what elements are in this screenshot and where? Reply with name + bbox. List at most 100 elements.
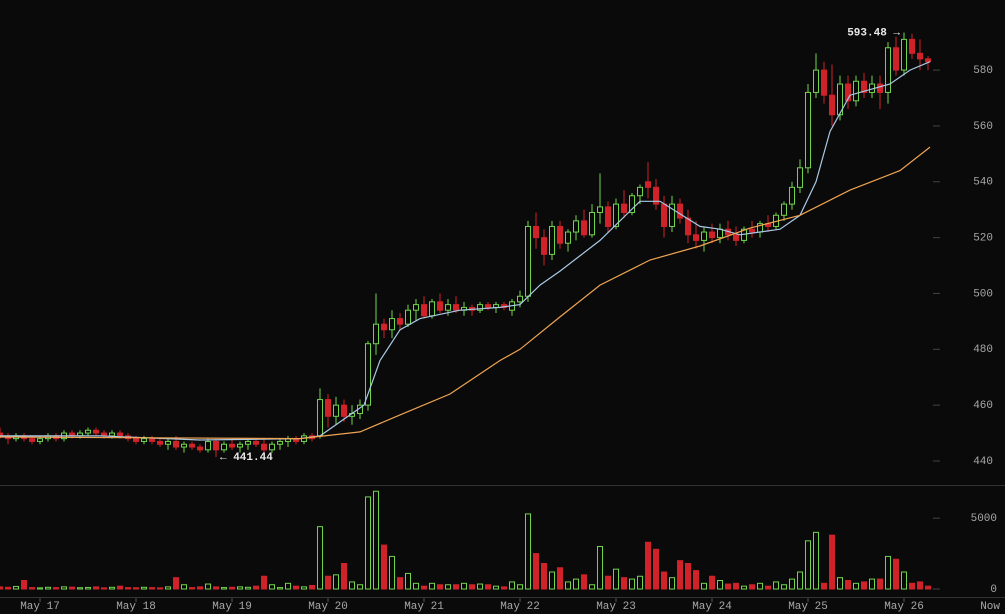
- candle-body: [405, 309, 411, 325]
- volume-bar: [405, 572, 411, 590]
- volume-bar: [765, 585, 771, 590]
- candle-body: [277, 440, 283, 445]
- candle-body: [853, 80, 859, 102]
- volume-bar: [613, 568, 619, 590]
- candle-body: [733, 234, 739, 241]
- volume-bar: [653, 548, 659, 590]
- candle-body: [877, 83, 883, 93]
- candle-body: [837, 83, 843, 116]
- candle-body: [653, 186, 659, 205]
- volume-bar: [845, 580, 851, 590]
- volume-bar: [237, 586, 243, 590]
- volume-bar: [389, 555, 395, 590]
- candle-body: [341, 404, 347, 417]
- volume-bar: [413, 582, 419, 590]
- candle-body: [189, 443, 195, 448]
- volume-bar: [29, 587, 35, 590]
- volume-bar: [349, 581, 355, 590]
- price-annotation: ← 441.44: [220, 452, 273, 464]
- volume-bar: [13, 585, 19, 590]
- candle-body: [333, 404, 339, 417]
- volume-bar: [165, 586, 171, 590]
- candle-body: [389, 318, 395, 331]
- volume-bar: [717, 580, 723, 590]
- volume-bar: [333, 574, 339, 590]
- volume-tick-label: 5000: [971, 513, 997, 525]
- candle-body: [677, 203, 683, 219]
- volume-bar: [21, 580, 27, 590]
- volume-bar: [893, 558, 899, 590]
- candle-body: [813, 69, 819, 93]
- candle-body: [373, 323, 379, 345]
- candle-body: [589, 211, 595, 236]
- candle-body: [117, 432, 123, 437]
- volume-bar: [533, 553, 539, 590]
- volume-bar: [437, 584, 443, 590]
- candle-body: [477, 304, 483, 311]
- volume-bar: [61, 586, 67, 590]
- volume-bar: [757, 582, 763, 590]
- volume-bar: [469, 584, 475, 590]
- candle-body: [237, 443, 243, 448]
- volume-bar: [269, 584, 275, 590]
- candle-body: [597, 206, 603, 213]
- volume-bar: [541, 563, 547, 590]
- volume-bar: [229, 586, 235, 590]
- volume-bar: [901, 571, 907, 590]
- candle-body: [925, 58, 931, 63]
- volume-bar: [517, 584, 523, 590]
- candle-body: [221, 443, 227, 451]
- volume-bar: [189, 587, 195, 590]
- volume-bar: [813, 531, 819, 590]
- volume-bar: [293, 585, 299, 590]
- volume-bar: [277, 587, 283, 590]
- candle-body: [85, 429, 91, 434]
- volume-tick-label: 0: [990, 584, 997, 596]
- candle-body: [613, 203, 619, 227]
- y-tick-label: 460: [973, 400, 993, 412]
- candle-body: [661, 203, 667, 227]
- volume-bar: [741, 585, 747, 590]
- volume-bar: [421, 585, 427, 590]
- volume-bar: [365, 496, 371, 590]
- volume-bar: [853, 582, 859, 590]
- volume-bar: [301, 586, 307, 590]
- volume-bar: [565, 581, 571, 590]
- candle-body: [157, 440, 163, 445]
- volume-bar: [141, 586, 147, 590]
- volume-bar: [669, 577, 675, 590]
- candle-body: [381, 323, 387, 331]
- candle-body: [29, 438, 35, 442]
- candle-body: [397, 318, 403, 325]
- volume-bar: [789, 578, 795, 590]
- moving-average-line: [0, 146, 931, 440]
- y-tick-label: 540: [973, 177, 993, 189]
- candle-body: [437, 301, 443, 311]
- volume-bar: [5, 586, 11, 590]
- candle-body: [917, 52, 923, 60]
- volume-bar: [461, 582, 467, 590]
- candle-body: [213, 440, 219, 451]
- candle-body: [581, 220, 587, 236]
- candle-body: [829, 94, 835, 116]
- candle-body: [413, 304, 419, 311]
- candle-body: [557, 225, 563, 244]
- volume-bar: [917, 581, 923, 590]
- candle-body: [365, 343, 371, 406]
- volume-bar: [869, 578, 875, 590]
- candle-body: [149, 438, 155, 442]
- y-tick-label: 500: [973, 288, 993, 300]
- volume-bar: [477, 583, 483, 590]
- volume-bar: [133, 587, 139, 590]
- candle-body: [893, 47, 899, 71]
- volume-bar: [173, 577, 179, 590]
- volume-bar: [357, 584, 363, 590]
- candle-body: [445, 304, 451, 311]
- volume-bar: [253, 585, 259, 590]
- candle-body: [901, 38, 907, 71]
- volume-bar: [429, 582, 435, 590]
- volume-bar: [885, 555, 891, 590]
- volume-bar: [53, 587, 59, 590]
- y-tick-label: 560: [973, 121, 993, 133]
